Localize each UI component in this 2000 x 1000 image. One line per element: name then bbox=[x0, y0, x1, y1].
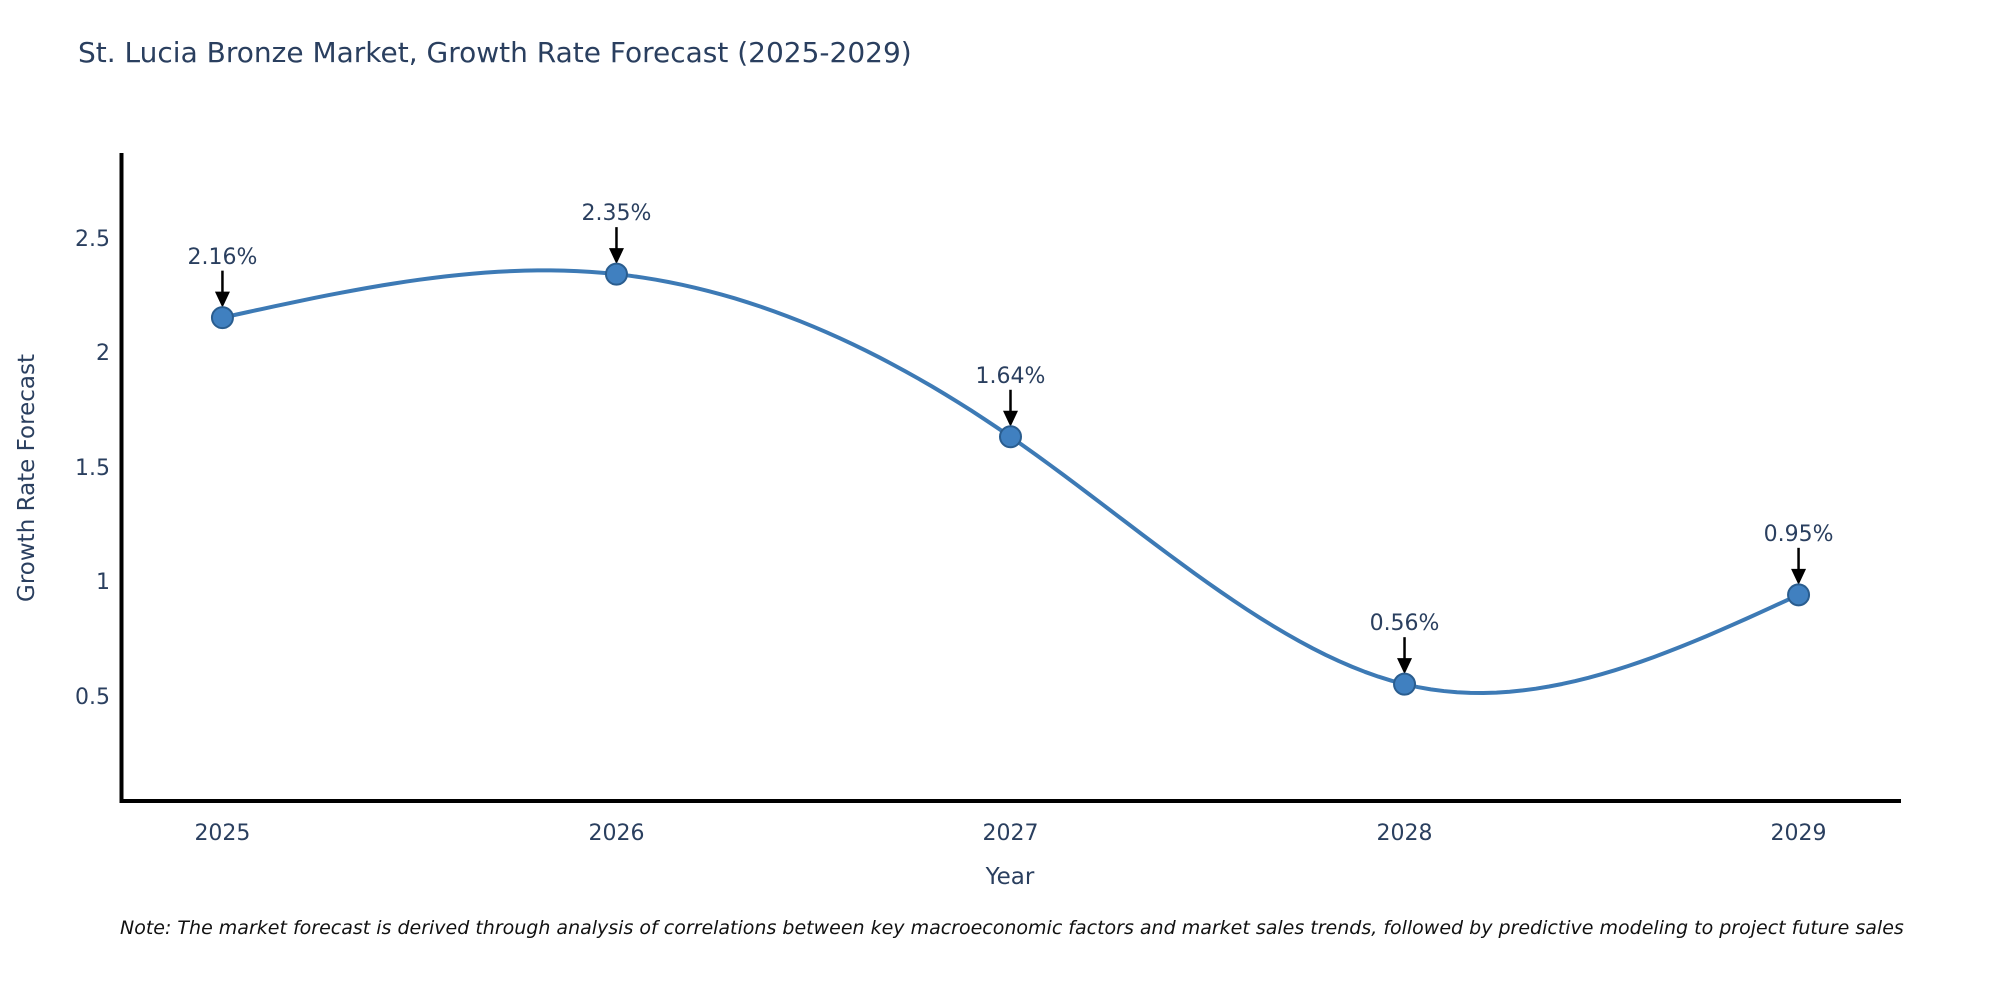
data-point-label-2028: 0.56% bbox=[1369, 611, 1440, 637]
footnote-text: Note: The market forecast is derived thr… bbox=[120, 917, 1904, 939]
data-point-marker-2027 bbox=[999, 425, 1022, 449]
x-tick-label-2029: 2029 bbox=[1770, 821, 1827, 846]
data-point-marker-2028 bbox=[1393, 672, 1417, 696]
x-tick-label-2028: 2028 bbox=[1376, 821, 1433, 846]
annotation-arrowhead-2025 bbox=[214, 291, 230, 308]
data-point-marker-2029 bbox=[1787, 583, 1811, 607]
y-tick-label-2: 2 bbox=[96, 341, 110, 367]
x-axis-title: Year bbox=[985, 864, 1035, 890]
forecast-line bbox=[220, 268, 1801, 695]
data-point-marker-2025 bbox=[210, 306, 234, 330]
annotation-arrowhead-2026 bbox=[608, 248, 624, 265]
data-point-marker-2026 bbox=[604, 262, 628, 286]
data-point-label-2027: 1.64% bbox=[975, 363, 1046, 389]
x-tick-label-2026: 2026 bbox=[588, 821, 645, 846]
y-tick-label-1: 1 bbox=[96, 570, 110, 596]
data-point-label-2025: 2.16% bbox=[187, 244, 258, 270]
x-tick-label-2027: 2027 bbox=[982, 821, 1039, 846]
y-tick-label-2.5: 2.5 bbox=[75, 226, 110, 252]
y-tick-label-1.5: 1.5 bbox=[75, 455, 110, 481]
data-point-label-2026: 2.35% bbox=[581, 201, 652, 227]
chart-title: St. Lucia Bronze Market, Growth Rate For… bbox=[78, 36, 912, 69]
y-tick-label-0.5: 0.5 bbox=[75, 684, 110, 710]
annotation-arrowhead-2027 bbox=[1003, 410, 1018, 427]
x-tick-label-2025: 2025 bbox=[194, 821, 251, 846]
data-point-label-2029: 0.95% bbox=[1763, 521, 1834, 547]
annotation-arrowhead-2029 bbox=[1791, 568, 1807, 585]
annotation-arrowhead-2028 bbox=[1397, 658, 1413, 675]
